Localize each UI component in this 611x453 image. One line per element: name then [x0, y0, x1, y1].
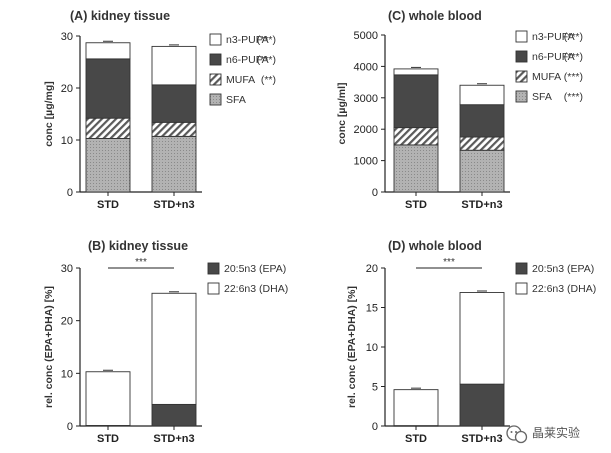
bar-segment-20-5n3-epa- [459, 383, 505, 427]
x-tick-label: STD+n3 [461, 433, 502, 445]
y-tick-label: 5000 [354, 30, 378, 42]
significance-label: *** [135, 257, 147, 268]
bar-segment-mufa [459, 136, 505, 151]
bar-segment-n6-pufa [151, 84, 197, 123]
bar-segment-20-5n3-epa- [151, 403, 197, 427]
legend-label: n6-PUFA [532, 51, 575, 63]
legend-swatch [207, 282, 220, 295]
legend-significance: (***) [564, 31, 583, 43]
legend-label: MUFA [226, 74, 255, 86]
bar-segment-22-6n3-dha- [151, 292, 197, 405]
y-axis-label: conc [µg/ml] [336, 82, 348, 144]
chart-title: (B) kidney tissue [88, 239, 188, 253]
y-tick-label: 0 [67, 421, 73, 433]
y-tick-label: 20 [61, 316, 73, 328]
chart-panel-1: (C) whole blood conc [µg/ml] 0 1000 2000 3000… [336, 9, 583, 211]
bar-segment-mufa [151, 121, 197, 137]
legend-label: 20:5n3 (EPA) [532, 263, 594, 275]
bar-segment-n3-pufa [393, 68, 439, 76]
legend-label: 20:5n3 (EPA) [224, 263, 286, 275]
chart-panel-2: (B) kidney tissue rel. conc (EPA+DHA) [%]… [43, 239, 288, 445]
y-tick-label: 20 [366, 263, 378, 275]
y-tick-label: 0 [372, 421, 378, 433]
bar-segment-22-6n3-dha- [393, 389, 439, 427]
legend-swatch [209, 73, 222, 86]
chart-title: (A) kidney tissue [70, 9, 170, 23]
chart-panel-0: (A) kidney tissue conc [µg/mg] 0 10 20 30 STD S… [43, 9, 276, 211]
x-tick-label: STD [97, 199, 119, 211]
y-tick-label: 10 [366, 342, 378, 354]
y-tick-label: 3000 [354, 93, 378, 105]
y-tick-label: 10 [61, 135, 73, 147]
bar-segment-mufa [85, 117, 131, 139]
legend-label: n3-PUFA [532, 31, 575, 43]
watermark-text: 晶莱实验 [532, 425, 580, 440]
bar-segment-22-6n3-dha- [85, 371, 131, 426]
y-tick-label: 5 [372, 382, 378, 394]
bar-segment-sfa [85, 137, 131, 193]
legend-label: SFA [226, 94, 246, 106]
legend-label: n3-PUFA [226, 34, 269, 46]
legend-significance: (***) [257, 54, 276, 66]
legend-label: MUFA [532, 71, 561, 83]
bar-segment-sfa [459, 149, 505, 193]
x-tick-label: STD+n3 [153, 433, 194, 445]
legend-significance: (***) [564, 51, 583, 63]
bar-segment-n6-pufa [393, 74, 439, 129]
y-tick-label: 10 [61, 368, 73, 380]
watermark: 晶莱实验 [506, 425, 580, 444]
legend-swatch [209, 93, 222, 106]
chart-panel-3: (D) whole blood rel. conc (EPA+DHA) [%] 0 5… [346, 239, 596, 445]
x-tick-label: STD [97, 433, 119, 445]
y-tick-label: 4000 [354, 61, 378, 73]
y-tick-label: 30 [61, 31, 73, 43]
x-tick-label: STD [405, 199, 427, 211]
y-tick-label: 1000 [354, 156, 378, 168]
bar-segment-n3-pufa [459, 84, 505, 106]
y-axis-label: rel. conc (EPA+DHA) [%] [346, 286, 358, 408]
bar-segment-n6-pufa [459, 104, 505, 138]
bar-segment-22-6n3-dha- [459, 292, 505, 385]
significance-label: *** [443, 257, 455, 268]
y-tick-label: 0 [372, 187, 378, 199]
y-tick-label: 30 [61, 263, 73, 275]
legend-significance: (***) [564, 71, 583, 83]
legend-significance: (**) [261, 74, 276, 86]
legend-significance: (***) [564, 91, 583, 103]
y-axis-label: rel. conc (EPA+DHA) [%] [43, 286, 55, 408]
legend-label: 22:6n3 (DHA) [224, 283, 288, 295]
chart-title: (C) whole blood [388, 9, 482, 23]
chart-title: (D) whole blood [388, 239, 482, 253]
x-tick-label: STD+n3 [461, 199, 502, 211]
bar-segment-n3-pufa [85, 42, 131, 60]
bar-segment-n3-pufa [151, 45, 197, 86]
y-axis-label: conc [µg/mg] [43, 81, 55, 147]
legend-label: 22:6n3 (DHA) [532, 283, 596, 295]
legend-swatch [209, 53, 222, 66]
y-tick-label: 2000 [354, 124, 378, 136]
bar-segment-n6-pufa [85, 58, 131, 119]
legend-swatch [515, 30, 528, 43]
legend-swatch [515, 50, 528, 63]
bar-segment-sfa [151, 135, 197, 193]
bar-segment-sfa [393, 144, 439, 193]
y-tick-label: 0 [67, 187, 73, 199]
x-tick-label: STD+n3 [153, 199, 194, 211]
y-tick-label: 20 [61, 83, 73, 95]
legend-label: n6-PUFA [226, 54, 269, 66]
legend-significance: (***) [257, 34, 276, 46]
x-tick-label: STD [405, 433, 427, 445]
legend-swatch [515, 282, 528, 295]
legend-swatch [515, 262, 528, 275]
legend-swatch [515, 90, 528, 103]
y-tick-label: 15 [366, 303, 378, 315]
legend-swatch [515, 70, 528, 83]
bar-segment-mufa [393, 127, 439, 146]
legend-swatch [209, 33, 222, 46]
legend-label: SFA [532, 91, 552, 103]
legend-swatch [207, 262, 220, 275]
wechat-icon [506, 425, 528, 444]
